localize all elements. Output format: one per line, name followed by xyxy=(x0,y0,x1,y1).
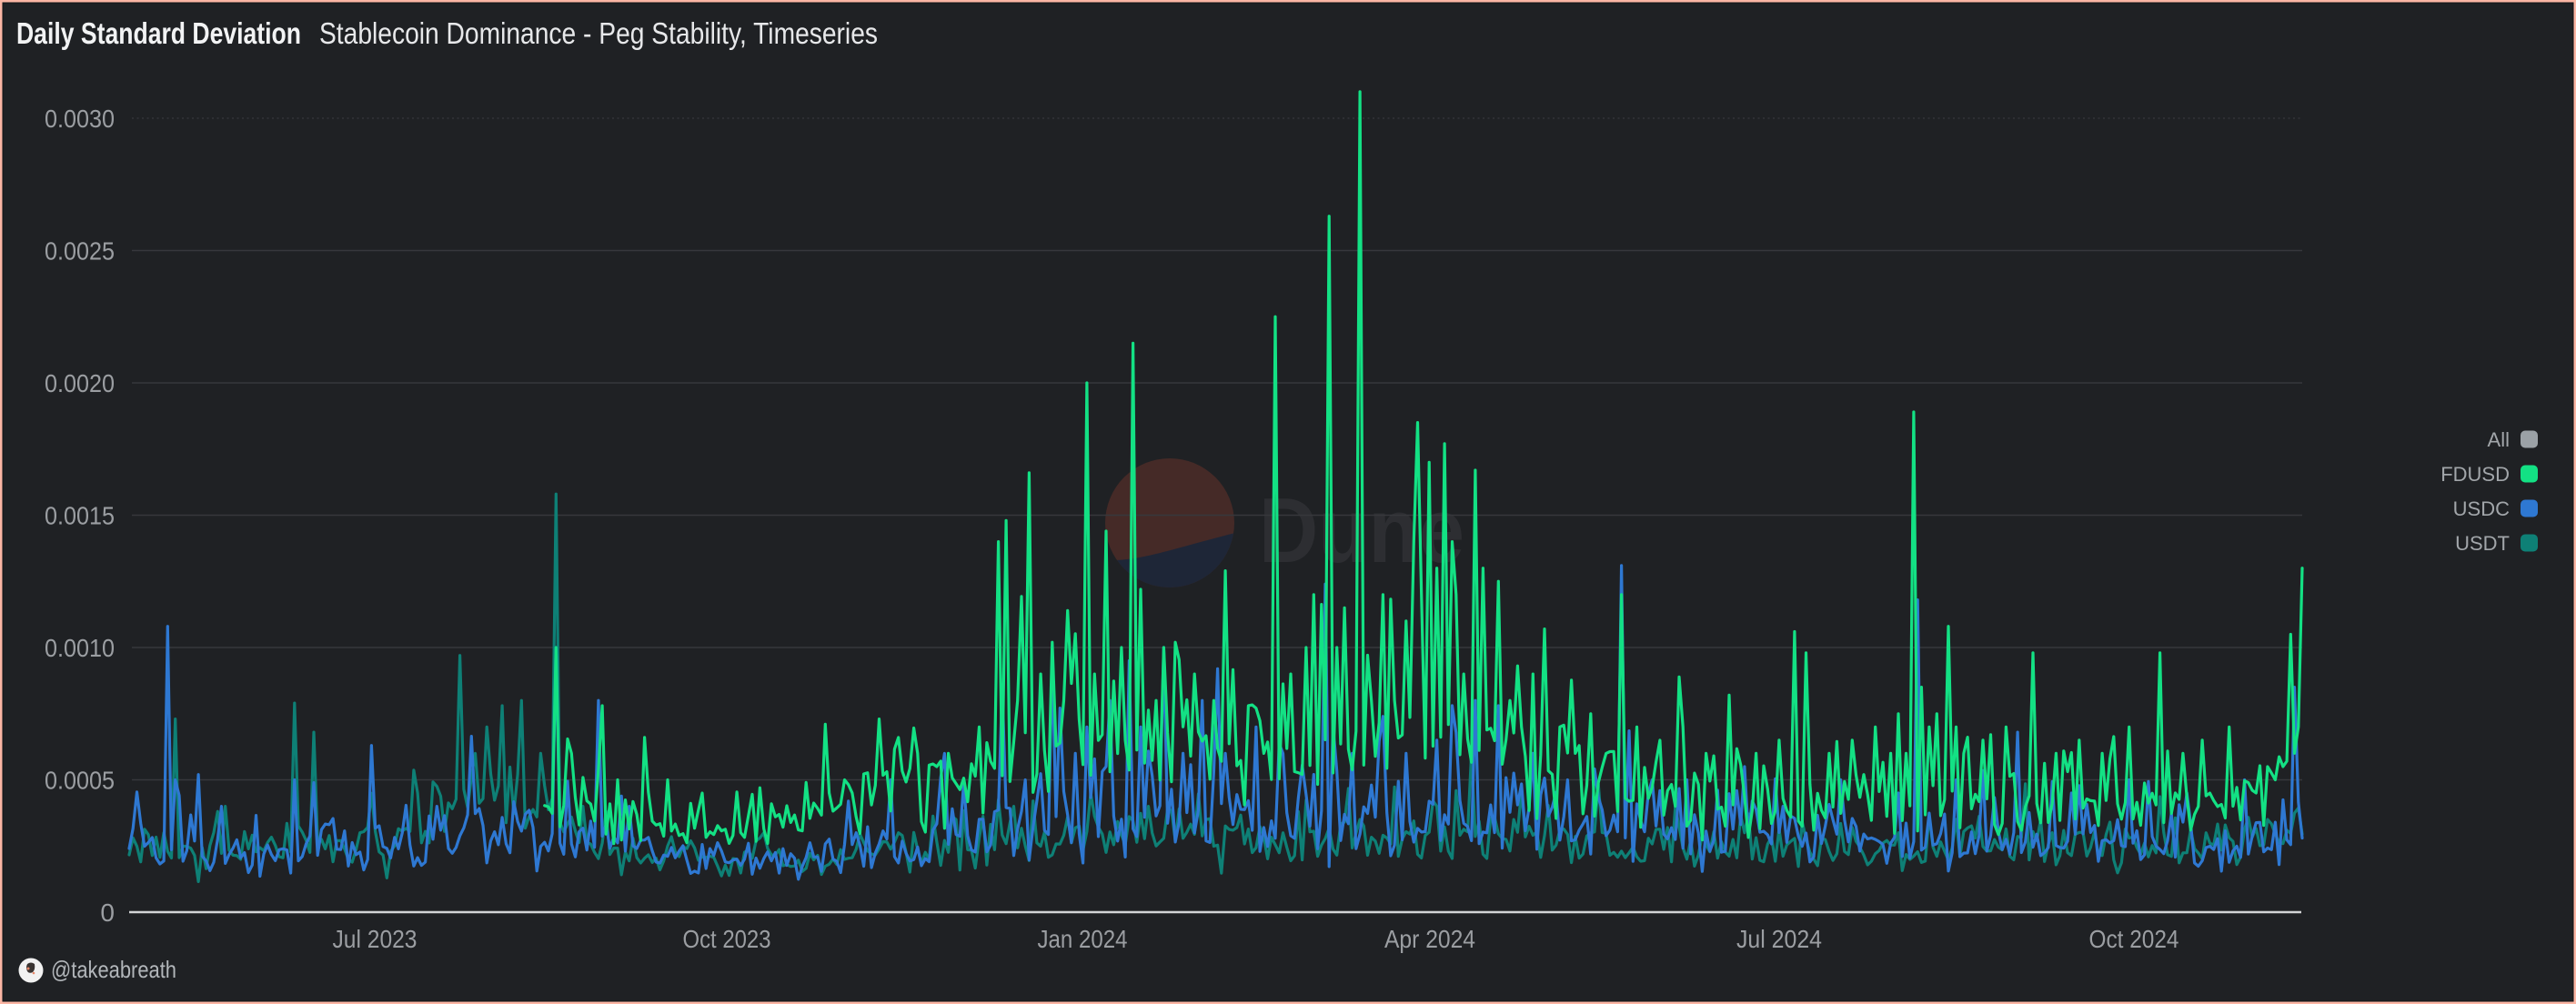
svg-text:Oct 2024: Oct 2024 xyxy=(2089,925,2179,953)
svg-text:0.0010: 0.0010 xyxy=(45,634,115,662)
svg-text:Jul 2023: Jul 2023 xyxy=(333,925,418,953)
svg-text:0.0030: 0.0030 xyxy=(45,105,115,133)
svg-text:@takeabreath: @takeabreath xyxy=(51,956,176,983)
svg-text:Daily Standard Deviation: Daily Standard Deviation xyxy=(16,16,301,50)
svg-text:0: 0 xyxy=(100,899,115,927)
svg-text:0.0025: 0.0025 xyxy=(45,237,115,266)
svg-text:0.0020: 0.0020 xyxy=(45,369,115,397)
svg-text:Oct 2023: Oct 2023 xyxy=(683,925,771,953)
svg-text:Apr 2024: Apr 2024 xyxy=(1384,925,1475,953)
svg-text:USDT: USDT xyxy=(2455,532,2510,555)
svg-text:Jan 2024: Jan 2024 xyxy=(1038,925,1128,953)
svg-text:FDUSD: FDUSD xyxy=(2440,463,2510,486)
svg-text:Stablecoin Dominance - Peg Sta: Stablecoin Dominance - Peg Stability, Ti… xyxy=(319,16,878,50)
svg-text:All: All xyxy=(2488,428,2510,451)
svg-text:USDC: USDC xyxy=(2453,497,2510,520)
svg-text:Jul 2024: Jul 2024 xyxy=(1736,925,1822,953)
svg-text:0.0005: 0.0005 xyxy=(45,767,115,795)
svg-text:0.0015: 0.0015 xyxy=(45,502,115,530)
